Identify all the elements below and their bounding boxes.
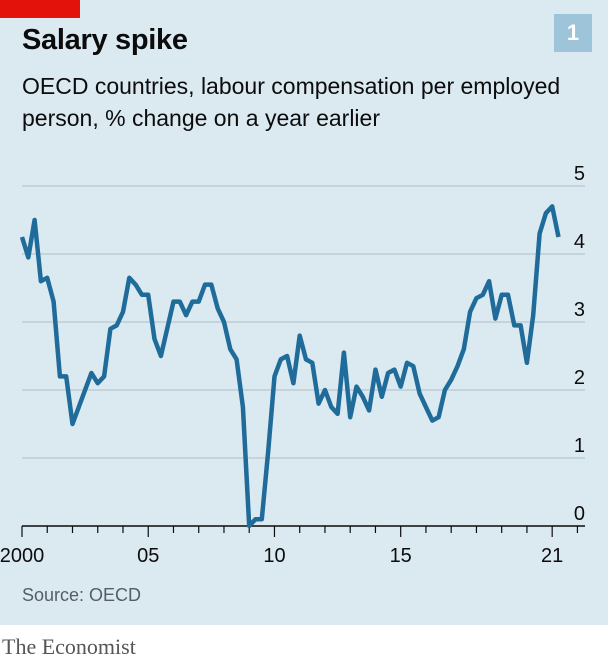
source-note: Source: OECD xyxy=(22,585,142,605)
chart-panel xyxy=(0,0,608,625)
series-line-0 xyxy=(19,204,561,529)
x-tick-label-21: 21 xyxy=(541,545,563,567)
x-tick-label-2000: 2000 xyxy=(0,545,44,567)
y-tick-label-0: 0 xyxy=(574,503,585,525)
y-tick-label-1: 1 xyxy=(574,435,585,457)
x-tick-label-10: 10 xyxy=(263,545,285,567)
chart-title: Salary spike xyxy=(22,24,188,56)
gridlines xyxy=(22,185,585,459)
series-layer xyxy=(19,204,561,529)
x-tick-label-15: 15 xyxy=(390,545,412,567)
line-chart: 0 1 2 3 4 5 2000 05 10 15 21 xyxy=(0,163,585,567)
brand-red-tag xyxy=(0,0,80,18)
x-axis: 2000 05 10 15 21 xyxy=(0,525,585,567)
y-tick-label-2: 2 xyxy=(574,367,585,389)
y-tick-label-4: 4 xyxy=(574,231,585,253)
x-tick-label-05: 05 xyxy=(137,545,159,567)
y-tick-label-3: 3 xyxy=(574,299,585,321)
chart-subtitle: OECD countries, labour compensation per … xyxy=(22,73,561,131)
y-tick-label-5: 5 xyxy=(574,163,585,185)
y-axis-tick-labels: 0 1 2 3 4 5 xyxy=(574,163,585,525)
chart-number-badge: 1 xyxy=(554,14,592,52)
publisher-brand: The Economist xyxy=(2,634,136,659)
